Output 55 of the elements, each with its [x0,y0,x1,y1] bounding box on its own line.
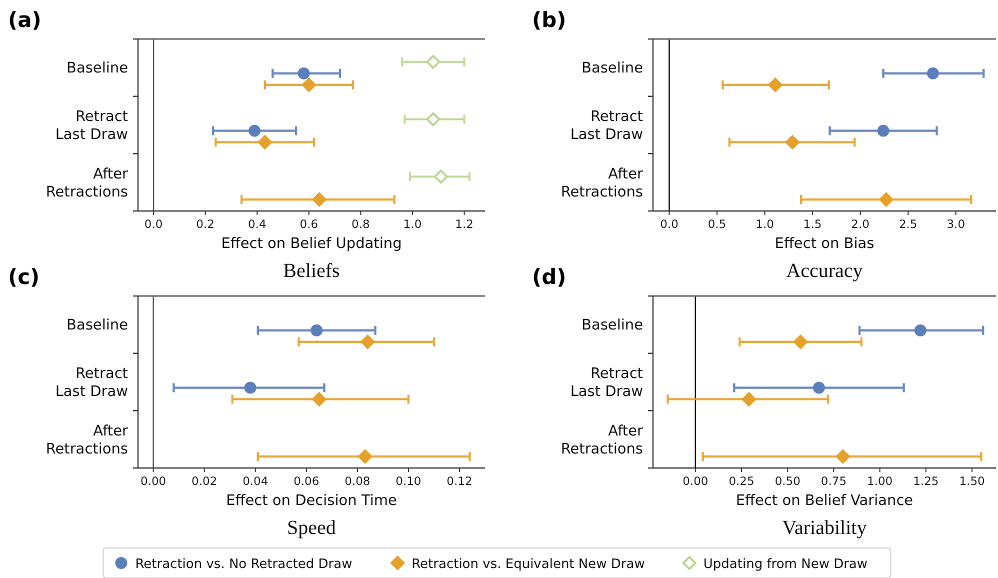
y-tick-label: Baseline [582,318,644,334]
text: (b) [532,8,566,32]
x-tick-label: 2.0 [851,217,870,231]
x-tick-label: 1.50 [959,474,985,488]
y-tick-label: Retract Last Draw [55,366,128,400]
x-axis-title: Effect on Bias [774,236,874,252]
legend-label: Updating from New Draw [703,557,868,572]
x-tick-label: 0.6 [300,217,318,231]
x-tick-label: 0.02 [192,474,218,488]
y-tick-label: Retract Last Draw [55,109,128,143]
legend-label: Retraction vs. No Retracted Draw [135,557,353,572]
text: (d) [532,265,566,289]
x-tick-label: 0.8 [352,217,370,231]
x-tick-label: 0.04 [242,474,268,488]
x-tick-label: 1.2 [455,217,474,231]
y-tick-label: Retract Last Draw [570,109,644,143]
y-tick-label: Baseline [66,318,128,334]
x-tick-label: 0.75 [820,474,847,488]
x-tick-label: 0.00 [682,474,708,488]
x-tick-label: 0.10 [396,474,422,488]
x-tick-label: 0.0 [660,217,678,231]
x-tick-label: 1.5 [803,217,822,231]
x-tick-label: 0.5 [708,217,726,231]
x-tick-label: 1.0 [403,217,422,231]
text: Variability [782,517,867,539]
x-axis-title: Effect on Belief Updating [221,236,402,252]
x-tick-label: 1.25 [913,474,939,488]
x-tick-label: 0.12 [446,474,472,488]
x-axis-title: Effect on Belief Variance [736,493,914,509]
x-tick-label: 0.06 [294,474,320,488]
text: Beliefs [283,260,340,282]
x-tick-label: 2.5 [898,217,918,231]
x-tick-label: 0.0 [144,217,163,231]
x-tick-label: 0.08 [344,474,370,488]
y-tick-label: After Retractions [560,423,644,458]
x-tick-label: 0.4 [248,217,266,231]
y-tick-label: Baseline [582,60,644,77]
text: (a) [8,8,42,32]
x-tick-label: 0.00 [140,474,166,488]
x-tick-label: 1.00 [867,474,893,488]
x-tick-label: 0.50 [774,474,800,488]
y-tick-label: After Retractions [46,423,128,458]
text: Accuracy [786,260,863,282]
x-tick-label: 1.0 [756,217,774,231]
y-tick-label: Retract Last Draw [570,366,644,400]
x-axis-title: Effect on Decision Time [226,493,397,509]
legend-label: Retraction vs. Equivalent New Draw [412,557,646,572]
x-tick-label: 0.2 [196,217,214,231]
y-tick-label: Baseline [66,60,128,77]
y-tick-label: After Retractions [560,166,644,200]
x-tick-label: 0.25 [728,474,754,488]
x-tick-label: 3.0 [946,217,966,231]
y-tick-label: After Retractions [46,166,128,200]
text: (c) [8,265,40,289]
text: Speed [287,517,336,539]
